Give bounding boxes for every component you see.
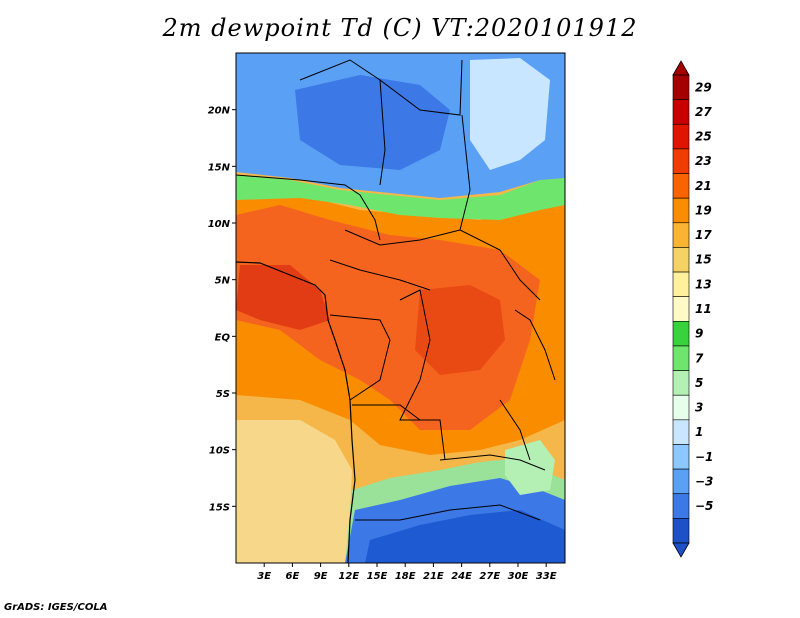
colorbar-min-arrow bbox=[672, 542, 690, 558]
field-south-deep bbox=[365, 510, 565, 563]
lon-tick-label: 3E bbox=[257, 571, 271, 582]
lon-axis: 3E 6E 9E 12E 15E 18E 21E 24E 27E 30E 33E bbox=[257, 563, 557, 582]
colorbar-label: 5 bbox=[695, 376, 703, 390]
colorbar-swatch bbox=[672, 493, 690, 519]
colorbar-label: 25 bbox=[695, 130, 712, 144]
colorbar-swatch bbox=[672, 419, 690, 445]
lat-tick-label: 10N bbox=[208, 219, 231, 230]
colorbar-label: −3 bbox=[695, 474, 713, 488]
colorbar-swatch bbox=[672, 99, 690, 125]
lat-tick-label: 20N bbox=[208, 106, 231, 117]
colorbar-label: 19 bbox=[695, 203, 712, 217]
field-east-light bbox=[505, 440, 555, 495]
lat-tick-label: 5N bbox=[215, 276, 231, 287]
colorbar-label: 1 bbox=[695, 425, 703, 439]
colorbar-swatch bbox=[672, 148, 690, 174]
colorbar-swatch bbox=[672, 394, 690, 421]
colorbar-label: 17 bbox=[695, 228, 712, 242]
colorbar-swatch bbox=[672, 123, 690, 150]
colorbar-label: 3 bbox=[695, 401, 703, 415]
colorbar-label: 29 bbox=[695, 80, 712, 94]
map-frame bbox=[235, 52, 566, 564]
lon-tick-label: 12E bbox=[338, 571, 359, 582]
lat-tick-label: 15N bbox=[208, 162, 231, 173]
lat-axis: 20N 15N 10N 5N EQ 5S 10S 15S bbox=[208, 106, 236, 513]
country-borders bbox=[236, 59, 556, 521]
colorbar-swatch bbox=[672, 296, 690, 322]
colorbar-swatch bbox=[672, 222, 690, 248]
lon-tick-label: 15E bbox=[367, 571, 388, 582]
colorbar-label: 9 bbox=[695, 327, 703, 341]
colorbar-label: 21 bbox=[695, 179, 712, 193]
lat-tick-label: 5S bbox=[216, 389, 230, 400]
lon-tick-label: 33E bbox=[536, 571, 557, 582]
colorbar-swatch bbox=[672, 74, 690, 100]
field-hot-east bbox=[415, 285, 505, 375]
colorbar-swatch bbox=[672, 197, 690, 224]
colorbar-swatch bbox=[672, 345, 690, 371]
lon-tick-label: 9E bbox=[314, 571, 328, 582]
colorbar-swatch bbox=[672, 173, 690, 199]
lon-tick-label: 18E bbox=[395, 571, 416, 582]
colorbar-swatch bbox=[672, 444, 690, 470]
coastline bbox=[236, 261, 356, 563]
colorbar-label: 13 bbox=[695, 277, 712, 291]
colorbar-swatch bbox=[672, 518, 690, 544]
dewpoint-field bbox=[236, 53, 565, 563]
lon-tick-label: 27E bbox=[479, 571, 500, 582]
field-warm bbox=[236, 205, 540, 430]
map-title: 2m dewpoint Td (C) VT:2020101912 bbox=[162, 14, 638, 42]
colorbar-swatch bbox=[672, 271, 690, 297]
colorbar-label: 11 bbox=[695, 302, 712, 316]
field-sahel-green bbox=[236, 175, 565, 220]
colorbar-swatch bbox=[672, 468, 690, 495]
colorbar: 29 27 25 23 21 19 17 15 13 11 9 7 5 3 1 −1 −3 −5 bbox=[672, 60, 713, 558]
colorbar-swatch bbox=[672, 370, 690, 396]
lon-tick-label: 21E bbox=[423, 571, 444, 582]
colorbar-swatch bbox=[672, 247, 690, 273]
lat-tick-label: EQ bbox=[215, 332, 231, 343]
field-nile-light bbox=[470, 58, 550, 170]
colorbar-label: 23 bbox=[695, 154, 712, 168]
colorbar-label: −5 bbox=[695, 499, 713, 513]
colorbar-label: −1 bbox=[695, 450, 713, 464]
colorbar-label: 7 bbox=[695, 351, 704, 365]
field-sahara-deep bbox=[295, 75, 450, 170]
field-ocean-south bbox=[236, 420, 352, 563]
lon-tick-label: 24E bbox=[451, 571, 472, 582]
colorbar-label: 27 bbox=[695, 105, 712, 119]
lat-tick-label: 15S bbox=[209, 502, 230, 513]
lon-tick-label: 6E bbox=[286, 571, 300, 582]
colorbar-label: 15 bbox=[695, 253, 712, 267]
colorbar-swatch bbox=[672, 321, 690, 347]
colorbar-max-arrow bbox=[672, 60, 690, 76]
lon-tick-label: 30E bbox=[508, 571, 529, 582]
lat-tick-label: 10S bbox=[209, 446, 230, 457]
grads-credit: GrADS: IGES/COLA bbox=[4, 602, 108, 613]
